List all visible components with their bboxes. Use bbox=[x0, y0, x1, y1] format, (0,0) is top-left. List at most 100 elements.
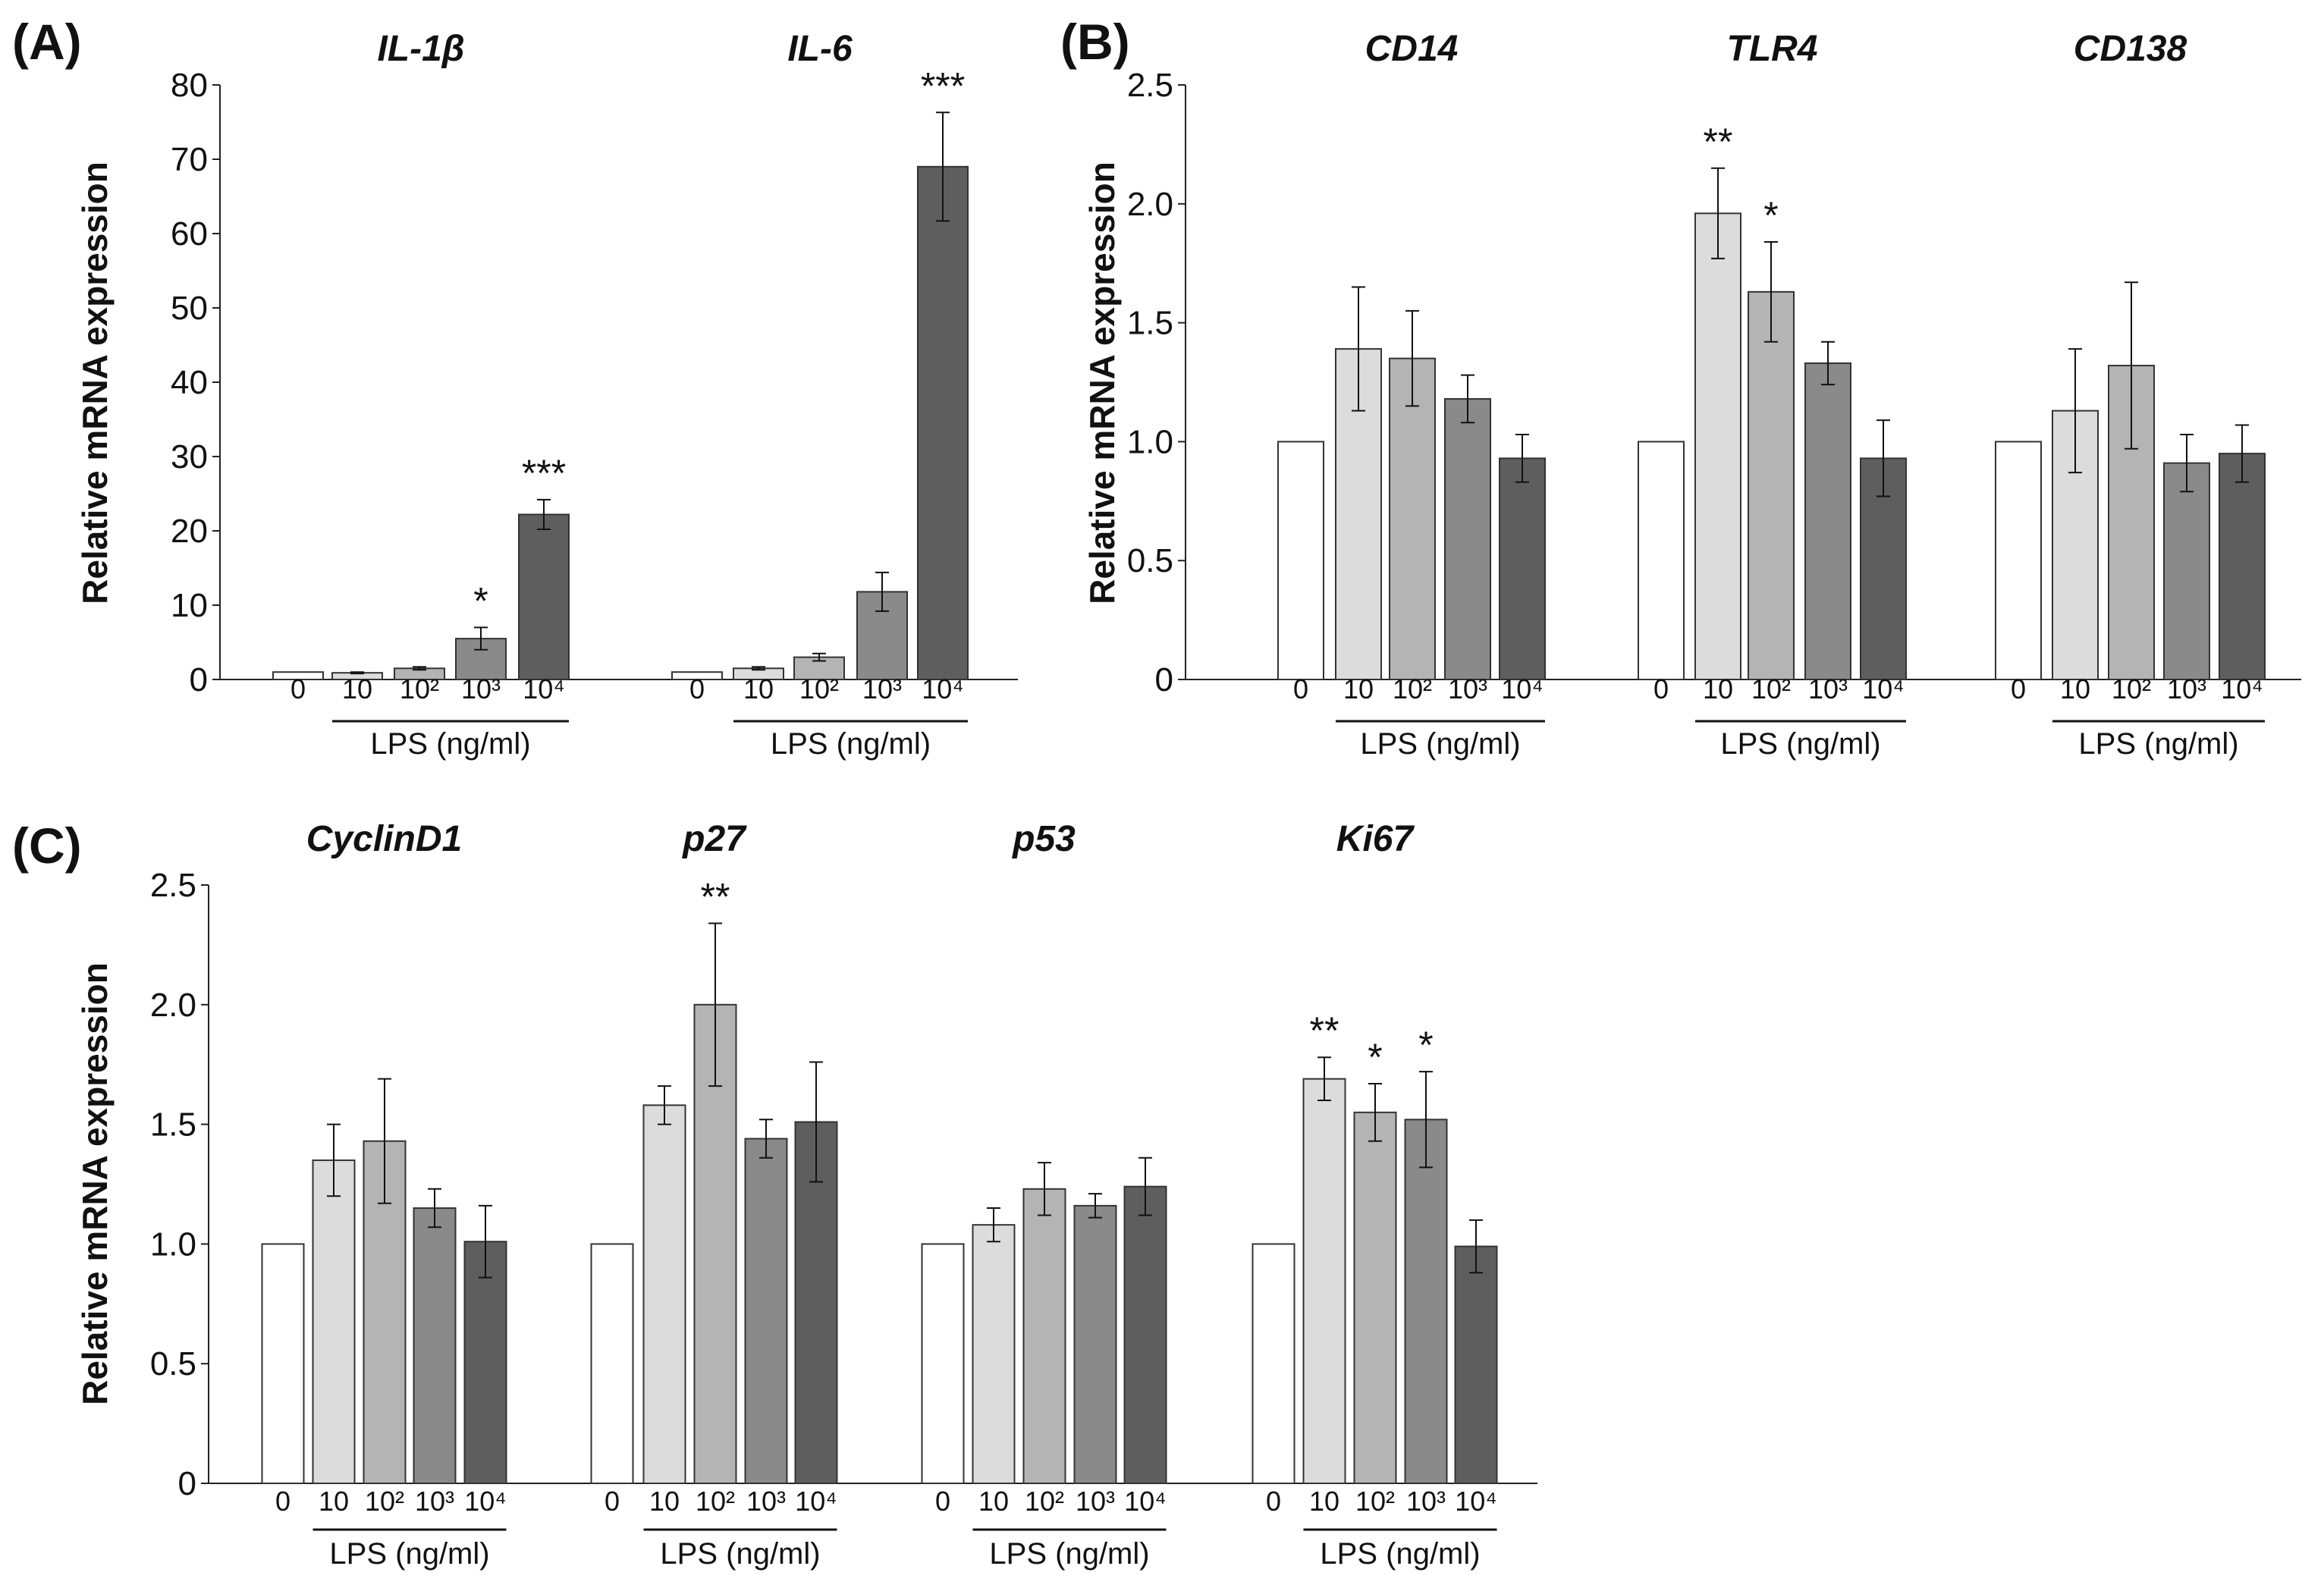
y-tick-label: 0 bbox=[1155, 661, 1173, 698]
y-tick-label: 70 bbox=[171, 141, 208, 178]
x-axis-label: LPS (ng/ml) bbox=[1360, 727, 1520, 761]
x-tick-label: 10 bbox=[1703, 673, 1733, 705]
significance-label: ** bbox=[1704, 121, 1733, 163]
x-axis-label: LPS (ng/ml) bbox=[660, 1537, 820, 1571]
bar bbox=[1302, 1078, 1346, 1484]
significance-label: *** bbox=[522, 452, 566, 494]
y-tick-label: 80 bbox=[171, 67, 208, 104]
x-axis-label: LPS (ng/ml) bbox=[771, 727, 931, 761]
x-tick-label: 10⁴ bbox=[464, 1486, 507, 1517]
significance-label: * bbox=[1418, 1024, 1433, 1066]
significance-label: * bbox=[473, 579, 488, 622]
panel-label: (C) bbox=[12, 818, 82, 874]
group-title: CyclinD1 bbox=[306, 819, 462, 859]
group-p53: p53 0 10 10² 10³ 10⁴ LPS (ng/ml) bbox=[921, 819, 1167, 1571]
group-title: p53 bbox=[1011, 819, 1076, 859]
bar bbox=[463, 1241, 507, 1485]
x-tick-label: 10² bbox=[1025, 1486, 1064, 1517]
y-tick-label: 0 bbox=[190, 661, 208, 698]
bar bbox=[1252, 1243, 1295, 1485]
x-axis-label: LPS (ng/ml) bbox=[2078, 727, 2238, 761]
bar bbox=[590, 1243, 634, 1485]
x-tick-label: 10³ bbox=[461, 673, 501, 705]
bar bbox=[1638, 441, 1685, 681]
x-tick-label: 10³ bbox=[746, 1486, 786, 1517]
x-tick-label: 0 bbox=[2011, 673, 2026, 705]
x-tick-label: 10² bbox=[2112, 673, 2151, 705]
x-tick-label: 10² bbox=[1751, 673, 1791, 705]
significance-label: * bbox=[1368, 1036, 1382, 1078]
group-title: p27 bbox=[681, 819, 747, 859]
bar bbox=[744, 1138, 788, 1484]
panel-a: (A) Relative mRNA expression 0 10 20 30 40 50 60… bbox=[12, 14, 1018, 761]
x-tick-label: 10² bbox=[400, 673, 439, 705]
bar bbox=[972, 1224, 1016, 1484]
x-tick-label: 10 bbox=[649, 1486, 680, 1517]
bar bbox=[1404, 1119, 1448, 1484]
y-tick-label: 60 bbox=[171, 215, 208, 253]
bar bbox=[1277, 441, 1324, 681]
y-tick-label: 1.5 bbox=[150, 1106, 196, 1144]
y-tick-label: 2.5 bbox=[1127, 67, 1173, 104]
x-tick-label: 0 bbox=[1653, 673, 1669, 705]
x-tick-label: 0 bbox=[1266, 1486, 1281, 1517]
bar bbox=[312, 1159, 356, 1484]
x-tick-label: 10² bbox=[1393, 673, 1432, 705]
bar bbox=[1694, 212, 1741, 680]
y-tick-label: 40 bbox=[171, 364, 208, 401]
bar bbox=[921, 1243, 965, 1485]
panel-b: (B) Relative mRNA expression 0 0.5 1.0 1.5 2.0… bbox=[1060, 14, 2301, 761]
bar bbox=[518, 513, 570, 680]
y-tick-label: 2.0 bbox=[1127, 186, 1173, 223]
x-tick-label: 10⁴ bbox=[523, 673, 565, 705]
x-tick-label: 10³ bbox=[1406, 1486, 1446, 1517]
bar bbox=[1499, 457, 1546, 680]
panel-c: (C) Relative mRNA expression 0 0.5 1.0 1.5 2.0… bbox=[12, 818, 1537, 1571]
x-tick-label: 0 bbox=[275, 1486, 290, 1517]
bar bbox=[1804, 362, 1851, 680]
group-title: IL-6 bbox=[787, 29, 853, 69]
bar bbox=[1022, 1188, 1066, 1484]
x-tick-label: 10⁴ bbox=[2221, 673, 2263, 705]
x-tick-label: 0 bbox=[1293, 673, 1308, 705]
x-tick-label: 10² bbox=[799, 673, 839, 705]
group-ki67: Ki67 0 ** 10 * 10² * 10³ 10⁴ LPS (ng/ml) bbox=[1252, 819, 1498, 1571]
y-tick-label: 50 bbox=[171, 290, 208, 327]
group-title: Ki67 bbox=[1336, 819, 1415, 859]
group-cd14: CD14 0 10 10² 10³ 10⁴ LPS (ng/ml) bbox=[1277, 29, 1546, 761]
x-tick-label: 10⁴ bbox=[1455, 1486, 1497, 1517]
group-tlr4: TLR4 0 ** 10 * 10² 10³ 10⁴ LPS (ng/ml) bbox=[1638, 29, 1907, 761]
x-tick-label: 0 bbox=[689, 673, 705, 705]
group-cd138: CD138 0 10 10² 10³ 10⁴ LPS (ng/ml) bbox=[1995, 29, 2266, 761]
x-axis-label: LPS (ng/ml) bbox=[989, 1537, 1149, 1571]
group-title: IL-1β bbox=[377, 29, 464, 69]
y-tick-label: 30 bbox=[171, 438, 208, 475]
y-axis-label: Relative mRNA expression bbox=[1082, 162, 1122, 604]
x-tick-label: 10³ bbox=[2167, 673, 2206, 705]
x-tick-label: 10³ bbox=[1076, 1486, 1115, 1517]
x-tick-label: 10² bbox=[365, 1486, 404, 1517]
significance-label: * bbox=[1763, 194, 1778, 237]
group-title: CD138 bbox=[2074, 29, 2187, 69]
bar bbox=[1748, 290, 1795, 680]
x-tick-label: 10² bbox=[1355, 1486, 1395, 1517]
bar bbox=[2163, 462, 2210, 681]
bar bbox=[1123, 1185, 1167, 1484]
y-axis-label: Relative mRNA expression bbox=[75, 962, 115, 1405]
y-tick-label: 0 bbox=[178, 1465, 196, 1502]
x-tick-label: 0 bbox=[290, 673, 306, 705]
y-tick-label: 0.5 bbox=[150, 1345, 196, 1382]
bar bbox=[671, 671, 723, 681]
x-tick-label: 10 bbox=[2060, 673, 2090, 705]
group-title: CD14 bbox=[1365, 29, 1459, 69]
x-tick-label: 10⁴ bbox=[922, 673, 964, 705]
bar bbox=[413, 1207, 457, 1485]
x-tick-label: 10 bbox=[319, 1486, 349, 1517]
y-tick-label: 1.0 bbox=[150, 1226, 196, 1263]
x-tick-label: 10 bbox=[1343, 673, 1374, 705]
bar bbox=[1995, 441, 2042, 681]
group-il6: IL-6 0 10 10² 10³ *** 10⁴ LPS (ng/ml) bbox=[671, 29, 969, 761]
x-tick-label: 10 bbox=[978, 1486, 1009, 1517]
panel-label: (A) bbox=[12, 14, 82, 70]
